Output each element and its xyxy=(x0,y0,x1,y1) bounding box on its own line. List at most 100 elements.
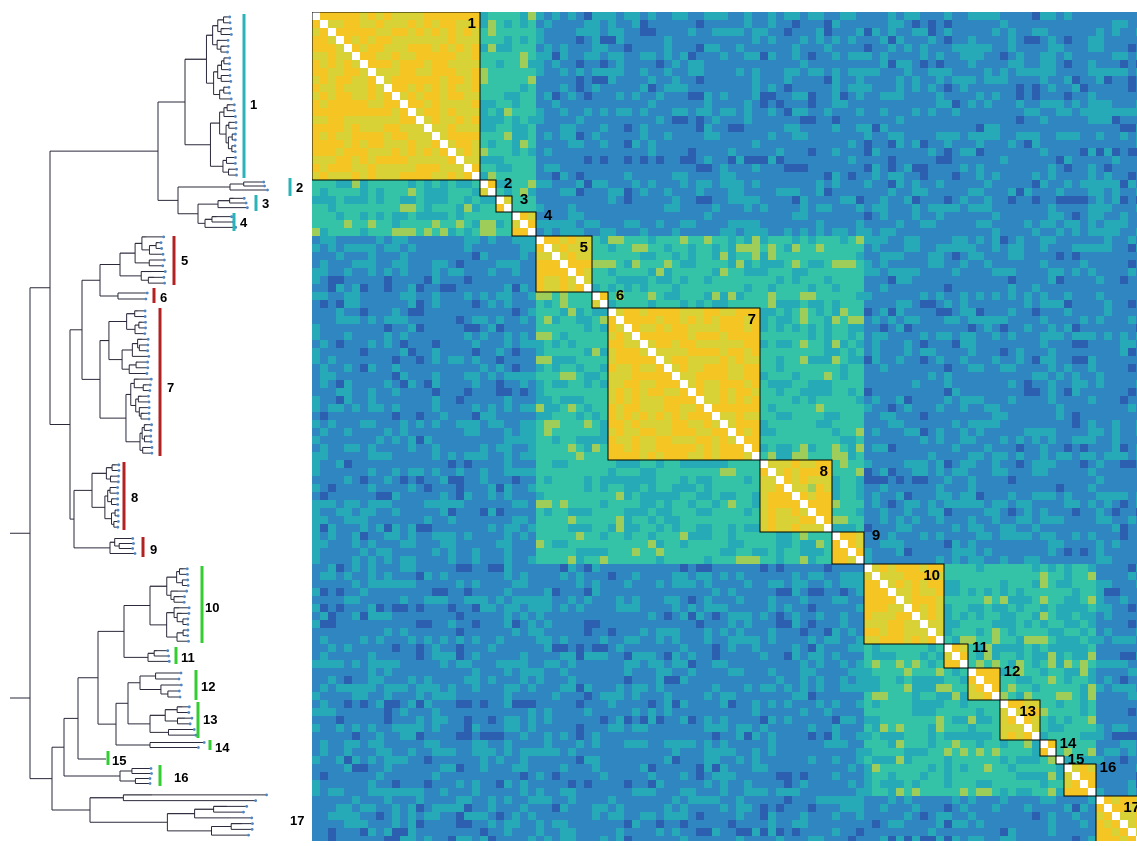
heatmap-cell xyxy=(568,164,576,172)
heatmap-cell xyxy=(696,212,704,220)
heatmap-cell xyxy=(552,132,560,140)
heatmap-cell xyxy=(344,68,352,76)
heatmap-cell xyxy=(1048,172,1056,180)
heatmap-cell xyxy=(952,284,960,292)
heatmap-cell xyxy=(568,340,576,348)
heatmap-cell xyxy=(440,44,448,52)
heatmap-cell xyxy=(664,76,672,84)
heatmap-cell xyxy=(872,60,880,68)
heatmap-cell xyxy=(848,84,856,92)
heatmap-cell xyxy=(640,324,648,332)
tree-node-marker xyxy=(149,777,152,780)
heatmap-cell xyxy=(832,220,840,228)
heatmap-cell xyxy=(528,252,536,260)
heatmap-cell xyxy=(1040,204,1048,212)
heatmap-cell xyxy=(312,100,320,108)
heatmap-cell xyxy=(440,212,448,220)
heatmap-cell xyxy=(936,196,944,204)
heatmap-cell xyxy=(440,36,448,44)
heatmap-cell xyxy=(1088,124,1096,132)
heatmap-cell xyxy=(480,84,488,92)
heatmap-cell xyxy=(584,36,592,44)
heatmap-cell xyxy=(848,276,856,284)
heatmap-cell xyxy=(640,252,648,260)
heatmap-cell xyxy=(1120,180,1128,188)
heatmap-cell xyxy=(1016,276,1024,284)
heatmap-cell xyxy=(456,124,464,132)
heatmap-cell xyxy=(920,308,928,316)
heatmap-cell xyxy=(792,156,800,164)
heatmap-cell xyxy=(1040,228,1048,236)
heatmap-cell xyxy=(328,108,336,116)
heatmap-cell xyxy=(672,316,680,324)
heatmap-cell xyxy=(720,28,728,36)
heatmap-cell xyxy=(1008,252,1016,260)
heatmap-cell xyxy=(704,140,712,148)
heatmap-cell xyxy=(512,172,520,180)
heatmap-cell xyxy=(808,220,816,228)
heatmap-cell xyxy=(560,100,568,108)
heatmap-cell xyxy=(400,132,408,140)
heatmap-cell xyxy=(1112,172,1120,180)
heatmap-cell xyxy=(568,308,576,316)
heatmap-cell xyxy=(504,52,512,60)
heatmap-cell xyxy=(808,236,816,244)
heatmap-cell xyxy=(960,100,968,108)
heatmap-cell xyxy=(632,132,640,140)
heatmap-cell xyxy=(320,316,328,324)
heatmap-cell xyxy=(440,76,448,84)
heatmap-cell xyxy=(896,284,904,292)
tree-node-marker xyxy=(150,772,153,775)
heatmap-cell xyxy=(440,180,448,188)
heatmap-cell xyxy=(776,156,784,164)
heatmap-cell xyxy=(672,148,680,156)
heatmap-cell xyxy=(424,140,432,148)
heatmap-cell xyxy=(568,68,576,76)
heatmap-cell xyxy=(704,172,712,180)
heatmap-cell xyxy=(648,116,656,124)
heatmap-cell xyxy=(984,84,992,92)
tree-node-marker xyxy=(180,684,183,687)
heatmap-cell xyxy=(920,244,928,252)
heatmap-cell xyxy=(1128,188,1136,196)
heatmap-cell xyxy=(944,332,952,340)
heatmap-cell xyxy=(856,236,864,244)
heatmap-cell xyxy=(840,84,848,92)
heatmap-cell xyxy=(880,196,888,204)
heatmap-cell xyxy=(512,252,520,260)
heatmap-cell xyxy=(968,276,976,284)
heatmap-cell xyxy=(888,252,896,260)
heatmap-cell xyxy=(1048,196,1056,204)
heatmap-cell xyxy=(360,204,368,212)
heatmap-cell xyxy=(352,76,360,84)
heatmap-cell xyxy=(864,44,872,52)
heatmap-cell xyxy=(1024,316,1032,324)
heatmap-cell xyxy=(472,44,480,52)
heatmap-cell xyxy=(432,204,440,212)
heatmap-cell xyxy=(560,140,568,148)
heatmap-cell xyxy=(528,92,536,100)
heatmap-cell xyxy=(1008,60,1016,68)
heatmap-cell xyxy=(544,308,552,316)
heatmap-cell xyxy=(680,316,688,324)
heatmap-cell xyxy=(432,212,440,220)
heatmap-cell xyxy=(768,244,776,252)
heatmap-cell xyxy=(632,124,640,132)
heatmap-cell xyxy=(976,76,984,84)
heatmap-cell xyxy=(392,52,400,60)
heatmap-cell xyxy=(1056,212,1064,220)
heatmap-cell xyxy=(1120,60,1128,68)
heatmap-cell xyxy=(824,300,832,308)
heatmap-cell xyxy=(1064,108,1072,116)
heatmap-cell xyxy=(1040,164,1048,172)
heatmap-cell xyxy=(408,156,416,164)
heatmap-cell xyxy=(504,252,512,260)
heatmap-cell xyxy=(672,180,680,188)
heatmap-cell xyxy=(808,276,816,284)
heatmap-cell xyxy=(712,172,720,180)
heatmap-cell xyxy=(968,52,976,60)
heatmap-cell xyxy=(608,180,616,188)
heatmap-cell xyxy=(560,76,568,84)
heatmap-cell xyxy=(920,212,928,220)
heatmap-cell xyxy=(816,44,824,52)
